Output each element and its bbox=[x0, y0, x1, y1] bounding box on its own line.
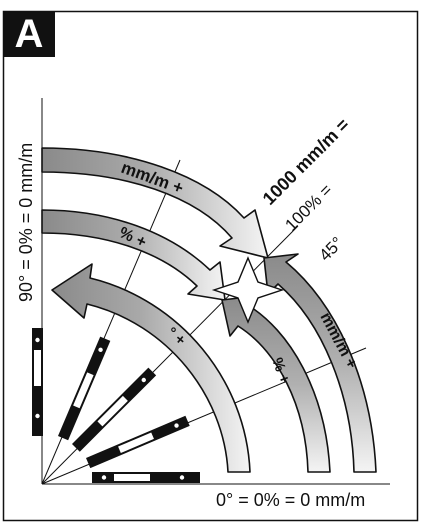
level-23deg bbox=[85, 415, 190, 469]
arrow-right-outer bbox=[263, 253, 377, 473]
level-67deg bbox=[57, 336, 111, 441]
arrow-top-inner bbox=[51, 263, 251, 473]
arrow-right-middle bbox=[221, 295, 331, 473]
label-1000mm: 1000 mm/m = bbox=[259, 114, 353, 208]
label-horizontal-axis: 0° = 0% = 0 mm/m bbox=[216, 490, 365, 510]
panel-label: A bbox=[3, 11, 55, 57]
frame-border bbox=[2, 10, 419, 522]
label-vertical-axis: 90° = 0% = 0 mm/m bbox=[16, 143, 36, 302]
level-vertical bbox=[32, 328, 43, 436]
level-horizontal bbox=[92, 472, 200, 483]
arrow-top-middle bbox=[41, 209, 226, 301]
label-45deg: 45° bbox=[315, 233, 347, 265]
arrow-center-star bbox=[211, 256, 285, 324]
level-45deg bbox=[72, 367, 157, 452]
